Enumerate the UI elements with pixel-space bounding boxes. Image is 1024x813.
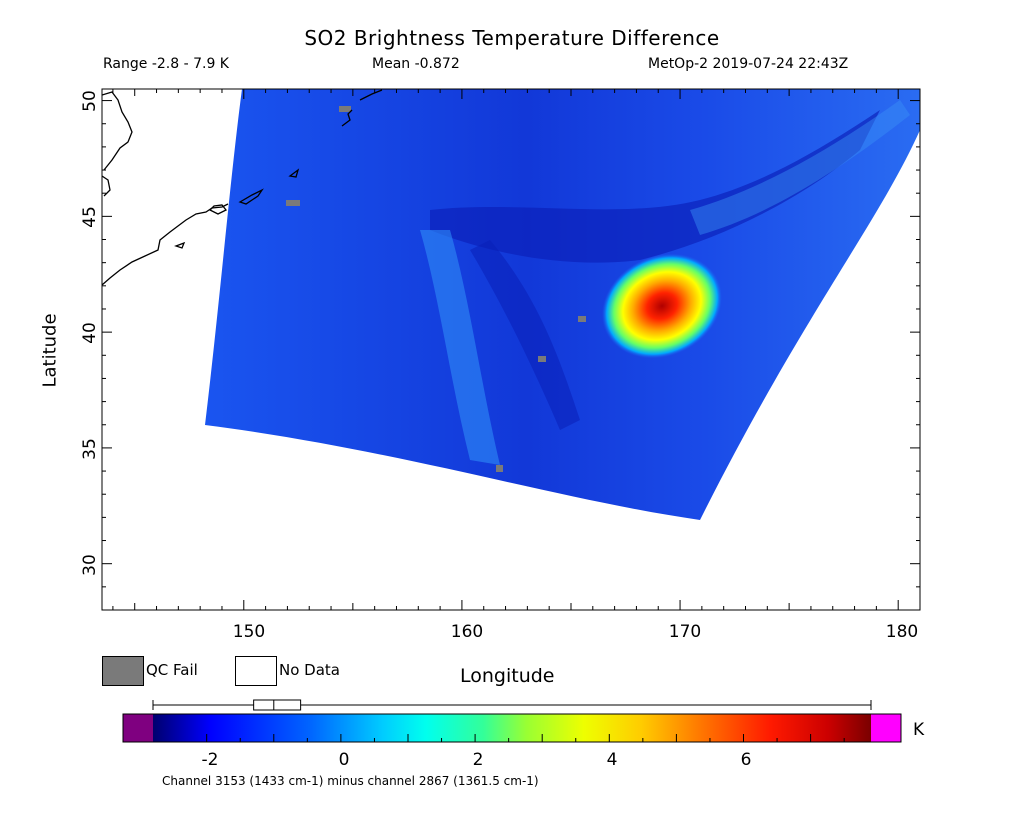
colorbar-scale: [153, 714, 871, 742]
satellite-timestamp: MetOp-2 2019-07-24 22:43Z: [648, 56, 849, 72]
y-tick-label: 45: [80, 206, 100, 228]
map-title: SO2 Brightness Temperature Difference: [304, 26, 720, 50]
qc-fail-pixel: [578, 316, 586, 322]
light-band: [420, 230, 500, 465]
dark-band: [430, 110, 880, 263]
y-tick-label: 50: [80, 90, 100, 112]
colorbar-under: [123, 714, 153, 742]
light-band: [690, 100, 910, 235]
colorbar-unit: K: [913, 720, 925, 740]
y-tick-label: 30: [80, 554, 100, 576]
qc-fail-pixel: [286, 200, 300, 206]
no-data-swatch: [235, 656, 277, 686]
boxplot: [152, 699, 872, 711]
no-data-label: No Data: [279, 661, 340, 679]
colorbar-tick-label: 6: [740, 750, 752, 770]
qc-fail-label: QC Fail: [146, 661, 198, 679]
colorbar: [122, 713, 902, 743]
y-tick-label: 40: [80, 322, 100, 344]
x-tick-label: 150: [232, 622, 266, 642]
qc-fail-pixel: [496, 465, 503, 472]
channel-footnote: Channel 3153 (1433 cm-1) minus channel 2…: [162, 774, 539, 788]
qc-fail-pixel: [339, 106, 351, 112]
boxplot-box: [253, 699, 302, 711]
colorbar-tick-label: 4: [606, 750, 618, 770]
colorbar-tick-label: 2: [472, 750, 484, 770]
plot-frame: [101, 88, 921, 611]
colorbar-tick-label: 0: [338, 750, 350, 770]
dark-band: [470, 240, 580, 430]
colorbar-over: [871, 714, 901, 742]
x-tick-label: 180: [885, 622, 919, 642]
qc-fail-swatch: [102, 656, 144, 686]
x-tick-label: 170: [668, 622, 702, 642]
range-readout: Range -2.8 - 7.9 K: [103, 56, 229, 72]
y-axis-label: Latitude: [39, 313, 61, 388]
y-tick-label: 35: [80, 438, 100, 460]
x-tick-label: 160: [450, 622, 484, 642]
so2-plume: [601, 253, 723, 359]
qc-fail-pixel: [538, 356, 546, 362]
axis-ticks: [102, 89, 921, 611]
colorbar-tick-label: -2: [201, 750, 219, 770]
x-axis-label: Longitude: [460, 665, 555, 687]
coastline: [102, 89, 383, 286]
colorbar-frame: [122, 713, 902, 743]
mean-readout: Mean -0.872: [372, 56, 460, 72]
